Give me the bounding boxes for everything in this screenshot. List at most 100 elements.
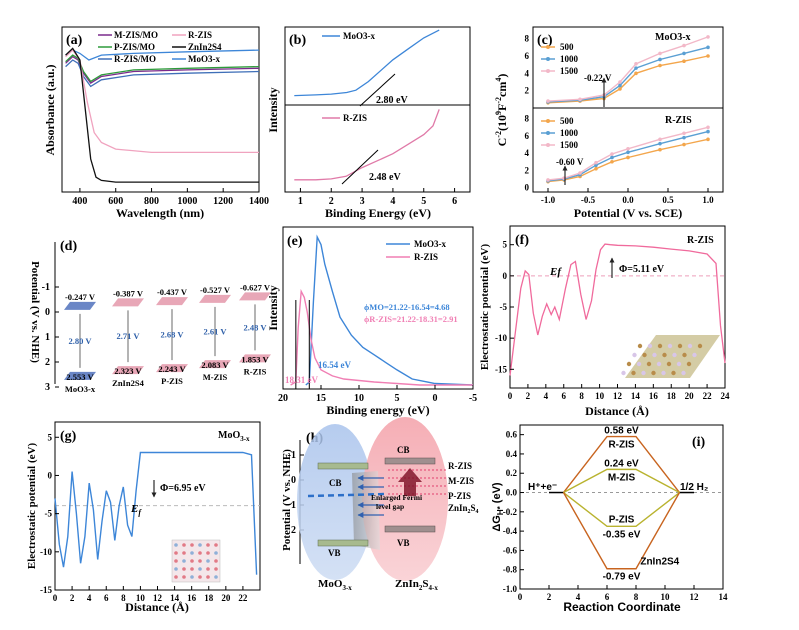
panel-c-point [626,147,630,151]
panel-f-xtick-label: 2 [526,391,531,401]
panel-d-vb-band-m-zis [199,360,231,369]
panel-a-frame [61,26,260,193]
panel-g-atom [198,551,202,555]
panel-f-atom [642,352,647,358]
panel-d: (d) -1 0 1 2 3 Potential (V vs. NHE) -0.247 … [29,239,271,394]
legend-label-rzis-mo: R-ZIS/MO [114,54,156,64]
legend-marker-500-bottom [546,119,550,123]
panel-c-point [634,66,638,70]
panel-d-cb-band-r-zis [239,292,271,301]
panel-g-atom [206,567,210,571]
panel-e-xtick-label: 15 [316,393,326,404]
panel-d-vb-label: 2.553 V [66,372,94,382]
panel-e-xtick-label: 0 [433,393,438,404]
panel-c-point [682,59,686,63]
panel-i-xtick-label: 14 [719,592,729,602]
panel-f-atom [681,370,686,376]
panel-e-xlabel: Binding energy (eV) [326,403,429,417]
panel-i-right-state: 1/2 H₂ [680,482,708,493]
panel-c-line-moo3-500 [547,55,709,104]
panel-g-atom [182,559,186,563]
panel-i-path-znin2s4 [562,492,681,570]
panel-g: (g) MoO3-x Ef Φ=6.95 eV 0 2 4 6 8 10 12 14 16 18 2… [26,421,261,614]
panel-d-ylabel: Potential (V vs. NHE) [29,261,41,363]
panel-d-material-label: R-ZIS [244,366,267,376]
panel-d-gap-label: 2.80 V [69,336,93,346]
panel-g-atom [182,575,186,579]
panel-h-electron-arrows [357,475,384,518]
panel-c-ytick-label-bottom: 4 [525,148,530,158]
panel-c-flatband-top: -0.22 V [584,73,612,83]
panel-c-point [658,141,662,146]
panel-i-ytick-label: 0.0 [506,488,518,498]
panel-f-title: R-ZIS [687,235,714,246]
panel-g-atom [214,575,218,579]
panel-i-xtick-label: 10 [661,592,671,602]
panel-c-point [610,152,614,156]
panel-f-xtick-label: 16 [649,391,659,401]
panel-g-atom [198,575,202,579]
panel-h-ytick-label: 2 [291,525,296,536]
panel-g-atom [174,551,178,555]
panel-e: (e) MoO3-x R-ZIS ϕMO=21.22-16.54=4.68 ϕR… [266,226,477,417]
panel-e-xtick-label: 5 [395,393,400,404]
panel-g-ytick-label: -10 [40,547,52,557]
panel-f-xtick-label: 6 [562,391,567,401]
panel-g-atom [182,567,186,571]
panel-g-xtick-label: 20 [221,593,231,603]
panel-i-ylabel: ΔGH* (eV) [491,482,505,532]
panel-c-ticks: -1.0 -0.5 0.0 0.5 1.0 2 4 6 8 0 2 4 6 8 [525,34,715,205]
panel-d-cb-label: -0.527 V [200,285,231,295]
panel-g-atom [190,575,194,579]
panel-c-point [594,160,598,165]
panel-g-atom [198,567,202,571]
panel-c-point [658,57,662,62]
panel-g-xtick-label: 16 [187,593,197,603]
panel-g-xtick-label: 10 [136,593,146,603]
panel-e-xticks: 20 15 10 5 0 -5 [278,385,477,404]
panel-c-xtick-label: -0.5 [581,195,596,205]
panel-c-ytick-label-top: 6 [525,51,530,61]
panel-c-ytick-label-top: 2 [525,86,530,96]
panel-i-name-label: M-ZIS [608,472,636,483]
panel-f-line [509,243,726,376]
panel-g-xtick-label: 4 [87,593,92,603]
panel-c-xtick-label: -1.0 [541,195,556,205]
panel-f-atom [626,361,632,367]
panel-g-atom [214,551,218,555]
legend-marker-500-top [546,45,550,49]
panel-i-ytick-label: 0.4 [506,449,518,459]
panel-b-frame [284,26,471,193]
panel-e-ylabel: Intensity [266,285,280,330]
panel-f-atom [692,352,697,358]
legend-label-moo3: MoO3-x [188,54,220,64]
panel-f-atom [682,352,687,358]
panel-d-cb-label: -0.247 V [65,292,96,302]
panel-g-atom [174,567,178,571]
panel-c-point [658,147,662,152]
panel-c-point [658,51,662,56]
panel-a-line-znin2s4 [65,47,259,183]
panel-e-xtick-label: -5 [469,393,477,404]
panel-h-interface-shade [352,471,380,550]
panel-h-arrow-label: Enlarged Fermi level gap [371,493,422,511]
panel-d-vb-band-moo3-x [64,371,96,380]
panel-d-ytick-label: 0 [45,307,50,318]
panel-a-tag: (a) [66,33,83,48]
panel-g-atom [190,543,194,547]
panel-f-xtick-label: 8 [579,391,584,401]
panel-f-xtick-label: 20 [685,391,695,401]
panel-b-line-moo3 [294,29,440,97]
legend-label-1500-top: 1500 [560,66,579,76]
panel-f-atom [672,352,677,358]
panel-h-moo3-vb-label: VB [328,548,341,558]
legend-label-rzis: R-ZIS [188,30,212,40]
panel-h-zis-vb-band [384,525,436,533]
legend-label-1000-top: 1000 [560,54,579,64]
panel-f-structure-image [621,335,720,378]
panel-f-atom [646,361,652,367]
panel-g-atom [182,551,186,555]
panel-c-line-moo3-1000 [547,46,709,103]
panel-i-xtick-label: 8 [634,592,639,602]
